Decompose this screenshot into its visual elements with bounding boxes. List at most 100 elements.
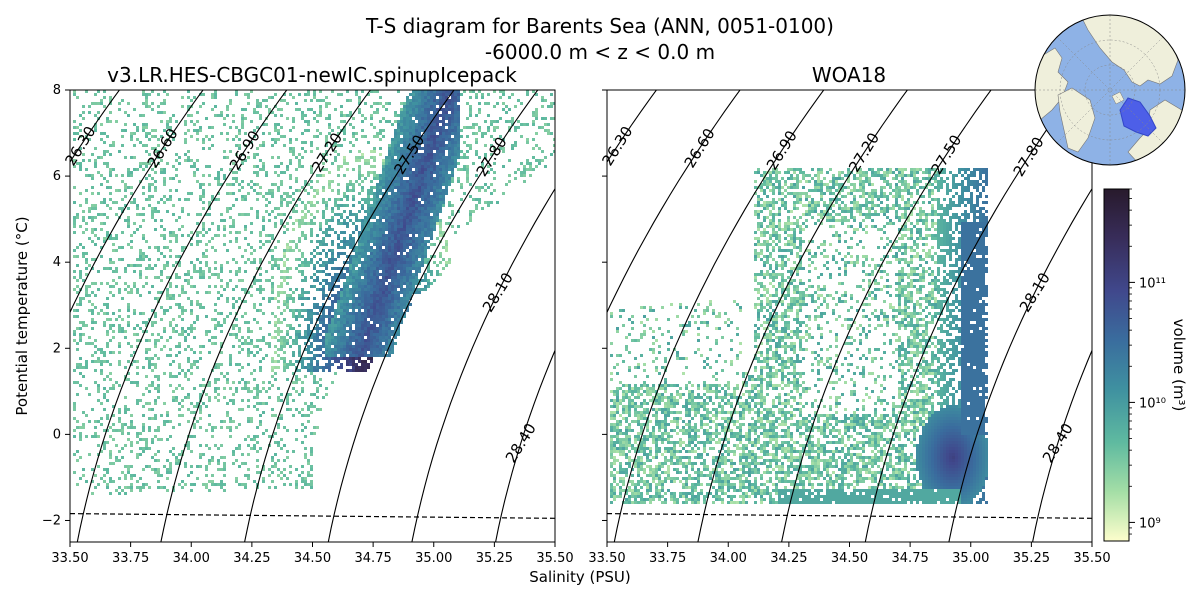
- heatmap-cell: [352, 309, 355, 312]
- heatmap-cell: [187, 96, 190, 99]
- heatmap-cell: [94, 126, 97, 129]
- heatmap-cell: [388, 243, 391, 246]
- heatmap-cell: [193, 162, 196, 165]
- heatmap-cell: [292, 312, 295, 315]
- heatmap-cell: [121, 231, 124, 234]
- heatmap-cell: [136, 381, 139, 384]
- heatmap-cell: [127, 102, 130, 105]
- heatmap-cell: [388, 156, 391, 159]
- heatmap-cell: [151, 177, 154, 180]
- heatmap-cell: [382, 324, 385, 327]
- heatmap-cell: [352, 345, 355, 348]
- heatmap-cell: [256, 102, 259, 105]
- heatmap-cell: [385, 348, 388, 351]
- heatmap-cell: [412, 111, 415, 114]
- heatmap-cell: [436, 138, 439, 141]
- heatmap-cell: [376, 219, 379, 222]
- heatmap-cell: [106, 333, 109, 336]
- heatmap-cell: [511, 120, 514, 123]
- heatmap-cell: [376, 246, 379, 249]
- heatmap-cell: [100, 372, 103, 375]
- heatmap-cell: [310, 345, 313, 348]
- heatmap-cell: [403, 138, 406, 141]
- heatmap-cell: [100, 255, 103, 258]
- heatmap-cell: [295, 408, 298, 411]
- heatmap-cell: [403, 279, 406, 282]
- heatmap-cell: [418, 201, 421, 204]
- heatmap-cell: [355, 132, 358, 135]
- heatmap-cell: [451, 105, 454, 108]
- heatmap-cell: [340, 198, 343, 201]
- heatmap-cell: [427, 162, 430, 165]
- heatmap-cell: [235, 144, 238, 147]
- heatmap-cell: [244, 144, 247, 147]
- heatmap-cell: [469, 195, 472, 198]
- heatmap-cell: [364, 198, 367, 201]
- heatmap-cell: [109, 261, 112, 264]
- heatmap-cell: [196, 138, 199, 141]
- heatmap-cell: [331, 279, 334, 282]
- heatmap-cell: [490, 183, 493, 186]
- heatmap-cell: [346, 321, 349, 324]
- heatmap-cell: [382, 225, 385, 228]
- heatmap-cell: [124, 204, 127, 207]
- heatmap-cell: [394, 186, 397, 189]
- heatmap-cell: [526, 168, 529, 171]
- heatmap-cell: [346, 195, 349, 198]
- heatmap-cell: [109, 120, 112, 123]
- heatmap-cell: [457, 117, 460, 120]
- heatmap-cell: [181, 369, 184, 372]
- heatmap-cell: [202, 252, 205, 255]
- heatmap-cell: [406, 285, 409, 288]
- heatmap-cell: [226, 132, 229, 135]
- heatmap-cell: [340, 213, 343, 216]
- heatmap-cell: [316, 366, 319, 369]
- heatmap-cell: [169, 372, 172, 375]
- heatmap-cell: [412, 96, 415, 99]
- heatmap-cell: [274, 123, 277, 126]
- heatmap-cell: [388, 258, 391, 261]
- heatmap-cell: [364, 312, 367, 315]
- heatmap-cell: [208, 240, 211, 243]
- heatmap-cell: [421, 90, 424, 93]
- heatmap-cell: [142, 162, 145, 165]
- heatmap-cell: [157, 249, 160, 252]
- heatmap-cell: [214, 105, 217, 108]
- heatmap-cell: [277, 339, 280, 342]
- heatmap-cell: [448, 90, 451, 93]
- heatmap-cell: [139, 249, 142, 252]
- heatmap-cell: [397, 267, 400, 270]
- heatmap-cell: [289, 327, 292, 330]
- heatmap-cell: [382, 330, 385, 333]
- heatmap-cell: [334, 342, 337, 345]
- heatmap-cell: [142, 219, 145, 222]
- heatmap-cell: [337, 153, 340, 156]
- heatmap-cell: [478, 108, 481, 111]
- heatmap-cell: [154, 354, 157, 357]
- heatmap-cell: [433, 159, 436, 162]
- heatmap-cell: [154, 402, 157, 405]
- heatmap-cell: [103, 396, 106, 399]
- heatmap-cell: [439, 168, 442, 171]
- heatmap-cell: [448, 117, 451, 120]
- heatmap-cell: [355, 219, 358, 222]
- heatmap-cell: [349, 273, 352, 276]
- heatmap-cell: [304, 276, 307, 279]
- heatmap-cell: [121, 246, 124, 249]
- heatmap-cell: [388, 294, 391, 297]
- heatmap-cell: [373, 312, 376, 315]
- heatmap-cell: [427, 114, 430, 117]
- heatmap-cell: [403, 144, 406, 147]
- heatmap-cell: [376, 210, 379, 213]
- heatmap-cell: [151, 90, 154, 93]
- heatmap-cell: [418, 180, 421, 183]
- heatmap-cell: [316, 369, 319, 372]
- heatmap-cell: [502, 93, 505, 96]
- heatmap-cell: [94, 234, 97, 237]
- heatmap-cell: [412, 201, 415, 204]
- heatmap-cell: [328, 363, 331, 366]
- heatmap-cell: [397, 132, 400, 135]
- heatmap-cell: [358, 354, 361, 357]
- heatmap-cell: [424, 186, 427, 189]
- heatmap-cell: [382, 351, 385, 354]
